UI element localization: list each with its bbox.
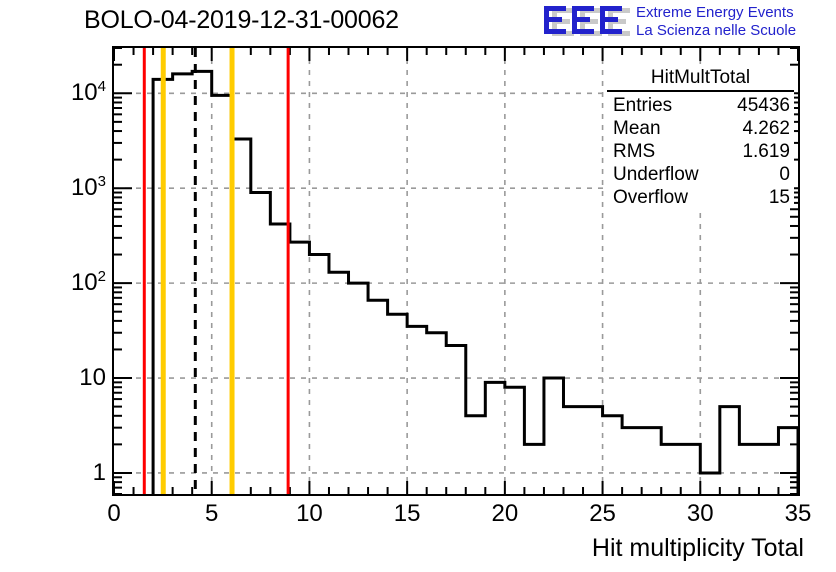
stats-row: Overflow 15: [607, 186, 794, 209]
stats-row-value: 45436: [737, 95, 790, 116]
stats-row-value: 15: [768, 187, 790, 208]
x-axis-tick-label: 10: [296, 500, 323, 527]
stats-row-label: Underflow: [613, 164, 699, 185]
stats-row-value: 4.262: [742, 118, 790, 139]
stats-row: Mean 4.262: [607, 117, 794, 140]
stats-row-value: 0: [779, 164, 790, 185]
stats-row-label: Overflow: [613, 187, 688, 208]
eee-logo-mark: [544, 6, 630, 36]
x-axis-tick-label: 35: [784, 500, 812, 527]
y-axis-tick-mantissa: 10: [70, 79, 98, 107]
stats-row: Underflow 0: [607, 163, 794, 186]
y-axis-tick-mantissa: 10: [79, 364, 106, 392]
stats-row: RMS 1.619: [607, 140, 794, 163]
y-axis-tick-label: 1: [93, 459, 106, 487]
eee-logo: Extreme Energy Events La Scienza nelle S…: [540, 3, 836, 45]
plot-frame: [112, 46, 800, 496]
stats-title: HitMultTotal: [650, 67, 751, 88]
x-axis-tick-label: 5: [205, 500, 219, 527]
y-axis-tick-label: 10: [79, 364, 106, 392]
y-axis-tick-exponent: 3: [97, 173, 106, 191]
x-axis-title: Hit multiplicity Total: [591, 534, 804, 562]
y-axis-tick-mantissa: 1: [92, 458, 106, 486]
stats-box: HitMultTotal Entries 45436 Mean 4.262 RMS 1.6…: [607, 66, 794, 208]
stats-row: Entries 45436: [607, 94, 794, 117]
y-axis-labels: 1 10 102 103 104: [0, 0, 106, 572]
x-axis-tick-label: 15: [393, 500, 421, 527]
stats-row-label: Mean: [613, 118, 661, 139]
x-axis-tick-label: 20: [491, 500, 519, 527]
y-axis-tick-mantissa: 10: [70, 174, 98, 202]
eee-logo-text: Extreme Energy Events La Scienza nelle S…: [636, 4, 796, 40]
stats-row-label: Entries: [613, 95, 673, 116]
stats-rows: Entries 45436 Mean 4.262 RMS 1.619 Underflow 0 O…: [607, 94, 794, 209]
y-axis-tick-exponent: 2: [97, 268, 106, 286]
eee-logo-line2: La Scienza nelle Scuole: [636, 22, 797, 39]
x-axis-tick-label: 25: [589, 500, 616, 527]
y-axis-tick-label: 103: [71, 174, 106, 202]
y-axis-tick-mantissa: 10: [70, 269, 98, 297]
x-axis-tick-label: 0: [107, 500, 121, 527]
histogram-outline: [151, 69, 798, 494]
stats-row-label: RMS: [613, 141, 656, 162]
x-axis-tick-label: 30: [686, 500, 714, 527]
y-axis-tick-label: 104: [71, 79, 106, 107]
y-axis-tick-exponent: 4: [97, 78, 106, 96]
y-axis-tick-label: 102: [71, 269, 106, 297]
page-title: BOLO-04-2019-12-31-00062: [84, 6, 399, 34]
histogram-svg: [114, 48, 798, 494]
stats-row-value: 1.619: [742, 141, 790, 162]
eee-logo-line1: Extreme Energy Events: [636, 4, 794, 21]
stats-divider: [607, 90, 794, 92]
